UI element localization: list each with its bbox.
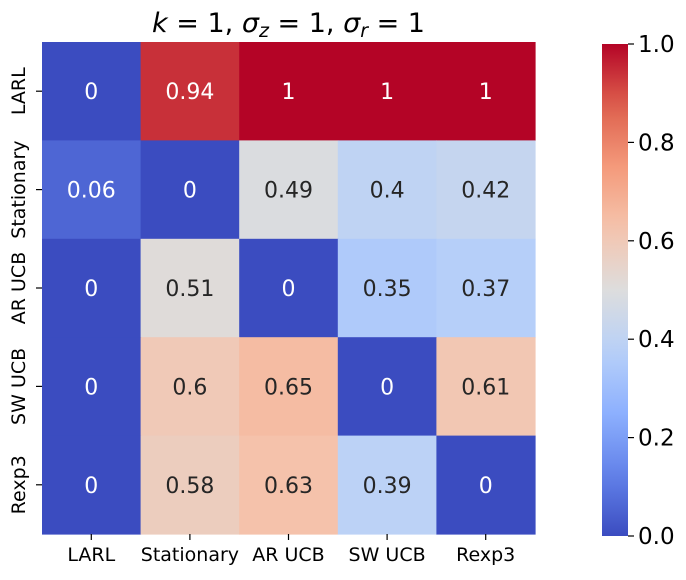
heatmap-cell	[239, 238, 339, 338]
colorbar-tick-label: 0.6	[638, 229, 675, 255]
heatmap-cell	[436, 140, 536, 240]
y-tick-label: Rexp3	[8, 455, 30, 514]
cell-value-label: 0.63	[264, 474, 313, 499]
cell-value-label: 0.4	[370, 179, 405, 204]
cell-value-label: 1	[282, 80, 296, 105]
cell-value-label: 0	[84, 474, 98, 499]
cell-value-label: 0	[84, 80, 98, 105]
heatmap-cell	[239, 435, 339, 535]
heatmap-cell	[436, 238, 536, 338]
chart-title-part: z	[258, 20, 270, 42]
chart-title-part: = 1,	[168, 8, 242, 39]
heatmap-cell	[42, 337, 142, 437]
chart-title-part: = 1,	[269, 8, 343, 39]
chart-title-part: r	[360, 20, 369, 42]
colorbar-tick-label: 0.2	[638, 426, 675, 452]
x-tick-label: SW UCB	[349, 544, 426, 566]
cell-value-label: 0.49	[264, 179, 313, 204]
heatmap-cell	[140, 140, 240, 240]
x-tick-label: AR UCB	[252, 544, 324, 566]
colorbar-tick-label: 1.0	[638, 32, 675, 58]
cell-value-label: 0.39	[363, 474, 412, 499]
cell-value-label: 0.94	[165, 80, 214, 105]
cell-value-label: 0.65	[264, 375, 313, 400]
x-tick-label: LARL	[67, 544, 115, 566]
chart-title-part: σ	[242, 8, 260, 39]
heatmap-cell	[436, 337, 536, 437]
chart-title-part: = 1	[368, 8, 425, 39]
heatmap-cell	[337, 435, 437, 535]
chart-title-part: σ	[343, 8, 361, 39]
heatmap-cell	[436, 42, 536, 141]
heatmap-cell	[337, 337, 437, 437]
heatmap-cell	[42, 238, 142, 338]
y-tick-label: LARL	[8, 67, 30, 115]
y-tick-label: SW UCB	[8, 348, 30, 425]
cell-value-label: 0.58	[165, 474, 214, 499]
colorbar-tick-label: 0.4	[638, 327, 675, 353]
heatmap-cell	[337, 42, 437, 141]
x-tick-label: Stationary	[141, 544, 239, 566]
cell-value-label: 0.51	[165, 277, 214, 302]
cell-value-label: 0	[282, 277, 296, 302]
x-tick-label: Rexp3	[456, 544, 515, 566]
cell-value-label: 0.42	[461, 179, 510, 204]
cell-value-label: 0	[84, 277, 98, 302]
heatmap-cell	[337, 238, 437, 338]
y-tick-label: Stationary	[8, 140, 30, 238]
colorbar-tick-label: 0.8	[638, 130, 675, 156]
cell-value-label: 0	[84, 375, 98, 400]
heatmap-cell	[239, 140, 339, 240]
cell-value-label: 1	[479, 80, 493, 105]
y-tick-label: AR UCB	[8, 252, 30, 324]
cell-value-label: 0.35	[363, 277, 412, 302]
heatmap-cell	[140, 238, 240, 338]
heatmap-cell	[239, 42, 339, 141]
heatmap-cell	[140, 42, 240, 141]
heatmap-cell	[239, 337, 339, 437]
cell-value-label: 0	[380, 375, 394, 400]
cell-value-label: 0.6	[172, 375, 207, 400]
cell-value-label: 1	[380, 80, 394, 105]
cell-value-label: 0.37	[461, 277, 510, 302]
chart-title-part: k	[152, 8, 169, 39]
heatmap-cell	[436, 435, 536, 535]
chart-title: k = 1, σz = 1, σr = 1	[152, 8, 425, 42]
heatmap-cell	[42, 140, 142, 240]
heatmap-cell	[42, 42, 142, 141]
heatmap-cell	[42, 435, 142, 535]
colorbar	[602, 44, 628, 536]
cell-value-label: 0	[479, 474, 493, 499]
heatmap-cell	[140, 435, 240, 535]
cell-value-label: 0	[183, 179, 197, 204]
cell-value-label: 0.06	[67, 179, 116, 204]
colorbar-tick-label: 0.0	[638, 524, 675, 550]
heatmap-cell	[337, 140, 437, 240]
cell-value-label: 0.61	[461, 375, 510, 400]
heatmap-cell	[140, 337, 240, 437]
